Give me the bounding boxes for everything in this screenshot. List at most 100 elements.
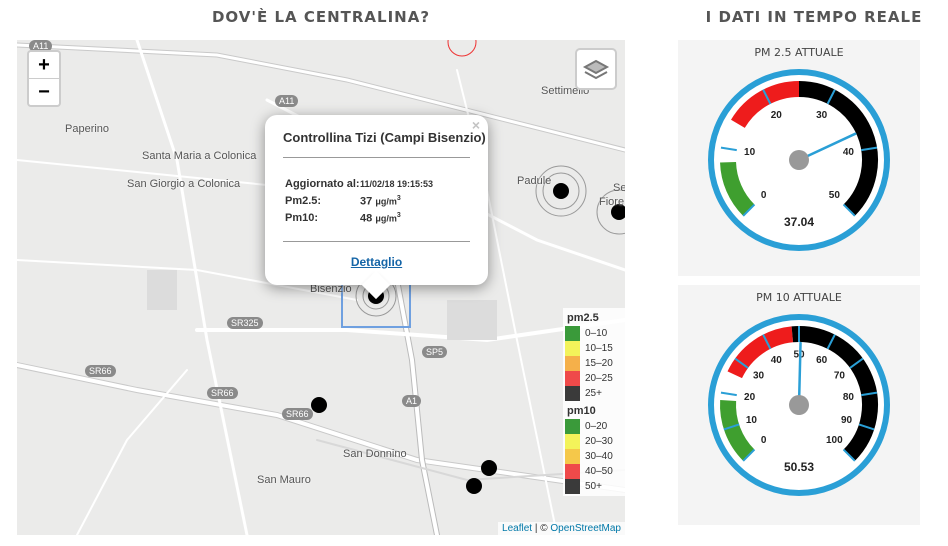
gauge-tick xyxy=(849,357,864,369)
legend-label: 50+ xyxy=(585,481,602,492)
gauge-value: 37.04 xyxy=(784,215,814,229)
legend-item: 0–10 xyxy=(563,326,625,341)
legend-swatch xyxy=(565,326,580,341)
gauge-hub xyxy=(789,150,809,170)
road-label: A11 xyxy=(29,40,53,52)
osm-link[interactable]: OpenStreetMap xyxy=(550,523,621,534)
gauge-tick xyxy=(720,391,737,397)
gauge-tick-label: 70 xyxy=(834,370,846,381)
legend-item: 15–20 xyxy=(563,356,625,371)
place-label: Bisenzio xyxy=(310,283,352,295)
zoom-in-button[interactable]: + xyxy=(38,54,50,76)
place-label: San Donnino xyxy=(343,448,407,460)
gauge-band xyxy=(727,326,794,379)
legend-label: 10–15 xyxy=(585,343,613,354)
gauge-tick-label: 10 xyxy=(746,415,758,426)
legend-label: 20–25 xyxy=(585,373,613,384)
gauge-tick-label: 100 xyxy=(826,435,843,446)
gauge-tick-label: 40 xyxy=(771,355,783,366)
legend-swatch xyxy=(565,419,580,434)
gauge-needle xyxy=(797,341,802,407)
legend-swatch xyxy=(565,479,580,494)
popup-link[interactable]: Dettaglio xyxy=(350,255,403,269)
popup-unit: μg/m xyxy=(375,213,397,224)
gauge-tick xyxy=(723,423,740,431)
gauge-band xyxy=(798,81,878,216)
gauge-needle xyxy=(797,132,857,162)
popup: × Controllina Tizi (Campi Bisenzio) Aggi… xyxy=(265,115,488,300)
legend-swatch xyxy=(565,341,580,356)
gauge-title: PM 2.5 ATTUALE xyxy=(754,46,843,59)
layers-icon xyxy=(582,59,610,80)
place-label: Padule xyxy=(517,175,552,187)
map[interactable]: Paperino Santa Maria a Colonica San Gior… xyxy=(17,40,625,535)
legend-item: 30–40 xyxy=(563,449,625,464)
place-label: San Mauro xyxy=(257,474,311,486)
gauge-value: 50.53 xyxy=(784,460,814,474)
gauge-tick-label: 20 xyxy=(744,392,756,403)
gauge-hub xyxy=(789,395,809,415)
place-label: Fiore xyxy=(599,196,625,208)
place-label: San Giorgio a Colonica xyxy=(127,178,241,190)
road-label: SR66 xyxy=(207,387,238,399)
popup-unit-exponent: 3 xyxy=(396,195,401,202)
popup-value: 37 μg/m3 xyxy=(360,195,401,208)
gauge-band xyxy=(731,81,800,129)
popup-value: 11/02/18 19:15:53 xyxy=(360,179,434,189)
map-title: DOV'È LA CENTRALINA? xyxy=(211,8,431,26)
popup-unit: μg/m xyxy=(375,196,397,207)
zoom-out-button[interactable]: − xyxy=(29,78,59,105)
zoom-control: + − xyxy=(27,50,61,107)
legend-item: 50+ xyxy=(563,479,625,494)
gauge-tick-label: 10 xyxy=(744,147,756,158)
popup-number: 37 xyxy=(360,195,373,208)
legend-label: 0–10 xyxy=(585,328,608,339)
legend-item: 40–50 xyxy=(563,464,625,479)
popup-label: Pm10: xyxy=(285,212,319,224)
gauge-tick xyxy=(762,334,772,350)
legend-swatch xyxy=(565,464,580,479)
place-label: Paperino xyxy=(65,123,110,135)
legend-label: 30–40 xyxy=(585,451,613,462)
legend-item: 20–25 xyxy=(563,371,625,386)
gauge-tick-label: 30 xyxy=(816,110,828,121)
gauge-tick xyxy=(762,89,772,105)
place-label: Se xyxy=(613,182,625,194)
popup-title: Controllina Tizi (Campi Bisenzio) xyxy=(283,130,486,145)
gauge-tick xyxy=(734,357,749,369)
gauge-tick-label: 40 xyxy=(843,147,855,158)
realtime-title: I DATI IN TEMPO REALE xyxy=(705,8,923,26)
road-label: SR66 xyxy=(85,365,116,377)
legend-label: 15–20 xyxy=(585,358,613,369)
gauge-band xyxy=(791,326,878,461)
popup-close[interactable]: × xyxy=(471,117,480,133)
popup-value: 48 μg/m3 xyxy=(360,212,401,225)
gauge-band xyxy=(720,400,755,461)
layers-button[interactable] xyxy=(575,48,617,90)
gauge-tick-label: 50 xyxy=(829,190,841,201)
legend-label: 25+ xyxy=(585,388,602,399)
gauge-tick xyxy=(720,146,737,152)
legend-label: 40–50 xyxy=(585,466,613,477)
legend-swatch xyxy=(565,434,580,449)
popup-divider xyxy=(283,157,470,158)
legend-swatch xyxy=(565,356,580,371)
legend-item: 25+ xyxy=(563,386,625,401)
gauge-tick-label: 0 xyxy=(761,190,767,201)
place-label: Santa Maria a Colonica xyxy=(142,150,257,162)
legend-title: pm2.5 xyxy=(567,312,599,324)
popup-divider xyxy=(283,241,470,242)
popup-label: Aggiornato al: xyxy=(285,178,360,190)
leaflet-link[interactable]: Leaflet xyxy=(502,523,533,534)
gauge-tick-label: 30 xyxy=(753,370,765,381)
legend-swatch xyxy=(565,371,580,386)
gauge-tick xyxy=(861,391,878,397)
popup-label: Pm2.5: xyxy=(285,195,322,207)
gauge-tick xyxy=(826,89,836,105)
gauge-tick-label: 20 xyxy=(771,110,783,121)
gauge-tick xyxy=(858,423,875,431)
attribution-separator: | © xyxy=(534,523,548,534)
